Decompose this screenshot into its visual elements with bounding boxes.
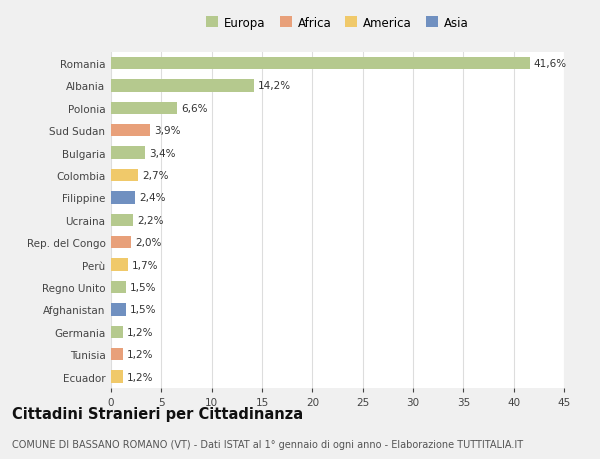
- Bar: [111, 259, 128, 271]
- Bar: [111, 348, 123, 360]
- Text: 1,2%: 1,2%: [127, 349, 154, 359]
- Text: 1,5%: 1,5%: [130, 305, 157, 315]
- Bar: [111, 214, 133, 226]
- Text: 3,9%: 3,9%: [154, 126, 181, 136]
- Text: 1,5%: 1,5%: [130, 282, 157, 292]
- Legend: Europa, Africa, America, Asia: Europa, Africa, America, Asia: [202, 12, 473, 34]
- Bar: [111, 169, 138, 182]
- Text: 41,6%: 41,6%: [534, 59, 567, 69]
- Bar: [111, 58, 530, 70]
- Bar: [111, 236, 131, 249]
- Bar: [111, 370, 123, 383]
- Text: 3,4%: 3,4%: [149, 148, 176, 158]
- Text: 14,2%: 14,2%: [258, 81, 291, 91]
- Text: 2,7%: 2,7%: [142, 171, 169, 181]
- Bar: [111, 192, 135, 204]
- Text: 1,2%: 1,2%: [127, 372, 154, 382]
- Text: 2,2%: 2,2%: [137, 215, 164, 225]
- Bar: [111, 281, 126, 293]
- Bar: [111, 80, 254, 92]
- Bar: [111, 102, 178, 115]
- Text: COMUNE DI BASSANO ROMANO (VT) - Dati ISTAT al 1° gennaio di ogni anno - Elaboraz: COMUNE DI BASSANO ROMANO (VT) - Dati IST…: [12, 440, 523, 449]
- Text: 1,2%: 1,2%: [127, 327, 154, 337]
- Bar: [111, 125, 150, 137]
- Text: 1,7%: 1,7%: [132, 260, 158, 270]
- Text: 2,4%: 2,4%: [139, 193, 166, 203]
- Text: Cittadini Stranieri per Cittadinanza: Cittadini Stranieri per Cittadinanza: [12, 406, 303, 421]
- Bar: [111, 147, 145, 159]
- Bar: [111, 326, 123, 338]
- Bar: [111, 303, 126, 316]
- Text: 2,0%: 2,0%: [135, 238, 161, 248]
- Text: 6,6%: 6,6%: [181, 104, 208, 114]
